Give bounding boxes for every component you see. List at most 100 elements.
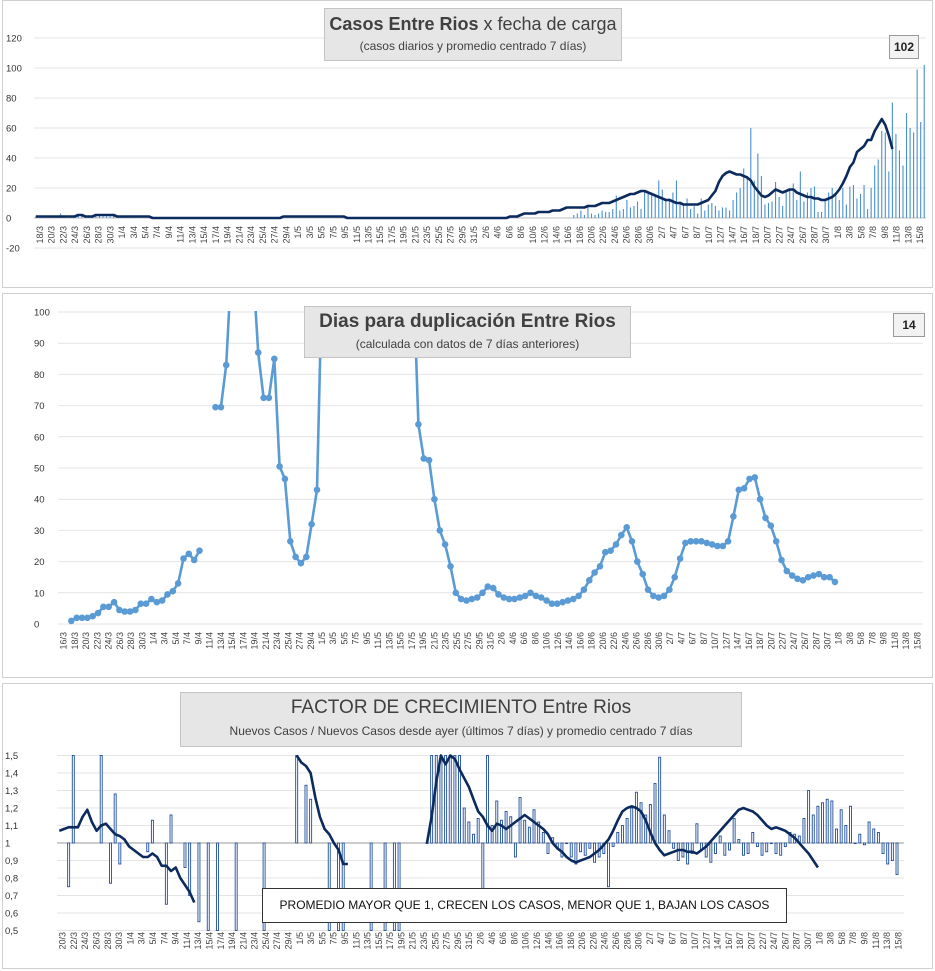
chart-frame [2,0,933,288]
x-tick-label: 7/8 [868,226,878,239]
doubling-days-point [126,608,134,615]
y-tick-label: 50 [34,464,45,475]
x-tick-label: 3/8 [845,226,855,239]
daily-cases-bar [697,213,699,218]
x-tick-label: 19/4 [227,932,237,950]
x-tick-label: 7/5 [328,226,338,239]
x-tick-label: 17/4 [216,932,226,950]
doubling-days-point [783,567,791,575]
growth-factor-bar [816,805,820,844]
growth-factor-bar [327,842,331,931]
daily-cases-bar [679,201,681,218]
x-tick-label: 21/5 [410,226,420,244]
doubling-days-point [212,403,219,411]
doubling-days-point [612,541,620,548]
x-tick-label: 6/6 [519,632,529,645]
x-tick-label: 27/5 [446,226,456,244]
growth-factor-bar [448,755,452,844]
daily-cases-bar [106,216,108,218]
doubling-days-point [222,361,230,369]
y-tick-label: 0 [34,620,39,631]
growth-factor-bar [453,755,457,844]
growth-factor-bar [802,818,806,844]
doubling-days-point [254,349,262,356]
doubling-days-point [532,592,540,600]
doubling-days-point [634,558,641,565]
x-tick-label: 1/4 [125,932,135,945]
growth-factor-bar [164,842,168,905]
doubling-days-point [217,403,225,411]
x-tick-label: 24/7 [786,226,796,244]
y-tick-label: 40 [6,154,17,165]
x-tick-label: 15/4 [204,932,214,950]
x-tick-label: 5/4 [171,632,181,645]
doubling-days-point [153,598,161,606]
daily-cases-bar [775,182,777,218]
x-tick-label: 9/4 [164,226,174,239]
growth-factor-bar [755,842,759,847]
last-value-badge: 102 [889,35,919,59]
daily-cases-bar [902,165,904,218]
daily-cases-bar [647,194,649,218]
x-tick-label: 29/5 [474,632,484,650]
x-tick-label: 26/6 [632,632,642,650]
daily-cases-bar [813,186,816,218]
y-tick-label: -20 [6,244,20,255]
x-tick-label: 23/5 [441,632,451,650]
x-tick-label: 21/4 [261,632,271,650]
doubling-days-point [468,595,476,603]
daily-cases-bar [651,192,653,218]
daily-cases-bar [796,200,798,218]
x-tick-label: 13/8 [901,632,911,650]
daily-cases-bar [828,192,830,218]
x-tick-label: 8/6 [516,226,526,239]
chart-title: FACTOR DE CRECIMIENTO Entre Rios [181,695,741,721]
x-tick-label: 17/5 [407,632,417,650]
x-tick-label: 5/8 [837,932,847,945]
x-tick-label: 15/4 [227,632,237,650]
doubling-days-point [505,595,513,603]
daily-cases-bar [898,150,901,218]
growth-factor-bar [620,825,624,844]
growth-factor-average-line [425,754,819,869]
growth-factor-bar [737,839,741,844]
x-tick-label: 20/3 [58,932,68,950]
growth-factor-average-line [58,808,196,904]
x-tick-label: 26/3 [92,932,102,950]
daily-cases-bar [821,212,823,218]
growth-factor-bar [728,842,731,851]
x-tick-label: 3/5 [305,226,315,239]
growth-factor-bar [876,832,880,844]
doubling-days-point [772,538,780,545]
daily-cases-bar [920,122,922,218]
x-tick-label: 10/6 [521,932,531,950]
x-tick-label: 24/3 [104,632,114,650]
y-tick-label: 1,3 [5,786,18,797]
growth-factor-bar [704,842,708,858]
daily-cases-bar [778,197,780,218]
doubling-days-point [628,538,636,545]
x-tick-label: 9/5 [340,932,350,945]
x-tick-label: 26/3 [82,226,92,244]
growth-factor-bar [369,842,373,931]
daily-cases-bar [891,102,893,218]
x-tick-label: 2/7 [657,226,667,239]
growth-factor-bar [862,842,866,846]
daily-cases-bar [612,209,614,218]
doubling-days-point [500,594,508,601]
growth-factor-bar [565,842,569,845]
growth-factor-bar [732,818,736,844]
doubling-days-point [73,614,80,622]
doubling-days-point [110,598,118,606]
x-tick-label: 19/4 [250,632,260,650]
doubling-days-point [804,573,812,581]
doubling-days-point [650,592,657,600]
x-tick-label: 7/5 [351,632,361,645]
x-tick-label: 28/6 [622,932,632,950]
doubling-days-point [644,586,652,593]
growth-factor-bar [304,784,308,844]
x-tick-label: 19/5 [396,932,406,950]
x-tick-label: 18/3 [70,632,80,650]
y-tick-label: 10 [34,588,45,599]
x-tick-label: 20/7 [766,632,776,650]
